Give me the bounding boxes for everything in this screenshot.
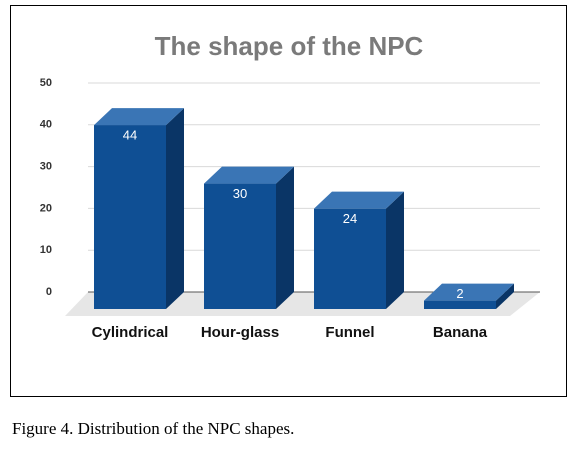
bar bbox=[94, 108, 184, 309]
bar bbox=[424, 283, 514, 309]
x-tick-label: Hour-glass bbox=[201, 324, 279, 341]
bar-side bbox=[166, 108, 184, 309]
bar-front bbox=[314, 208, 386, 309]
y-tick-label: 20 bbox=[40, 202, 52, 214]
caption: Figure 4. Distribution of the NPC shapes… bbox=[12, 419, 294, 438]
y-tick-label: 50 bbox=[40, 77, 52, 89]
bar-front bbox=[204, 183, 276, 309]
bar-front bbox=[424, 300, 496, 309]
x-tick-label: Funnel bbox=[325, 324, 374, 341]
bar-top bbox=[204, 166, 294, 184]
bar-side bbox=[496, 283, 514, 309]
value-label: 44 bbox=[123, 128, 137, 143]
value-label: 24 bbox=[343, 211, 357, 226]
floor bbox=[65, 292, 540, 316]
value-label: 2 bbox=[456, 286, 463, 301]
bar-top bbox=[94, 108, 184, 126]
bar-front bbox=[94, 125, 166, 309]
x-tick-label: Banana bbox=[433, 324, 488, 341]
y-tick-label: 10 bbox=[40, 244, 52, 256]
chart-title: The shape of the NPC bbox=[155, 31, 424, 61]
bar-side bbox=[276, 166, 294, 309]
y-tick-label: 40 bbox=[40, 119, 52, 131]
y-tick-label: 30 bbox=[40, 161, 52, 173]
bar-side bbox=[386, 191, 404, 309]
bar bbox=[204, 166, 294, 309]
x-tick-label: Cylindrical bbox=[92, 324, 169, 341]
value-label: 30 bbox=[233, 186, 247, 201]
bar bbox=[314, 191, 404, 309]
bar-top bbox=[314, 191, 404, 209]
y-tick-label: 0 bbox=[46, 286, 52, 298]
bar-top bbox=[424, 283, 514, 301]
